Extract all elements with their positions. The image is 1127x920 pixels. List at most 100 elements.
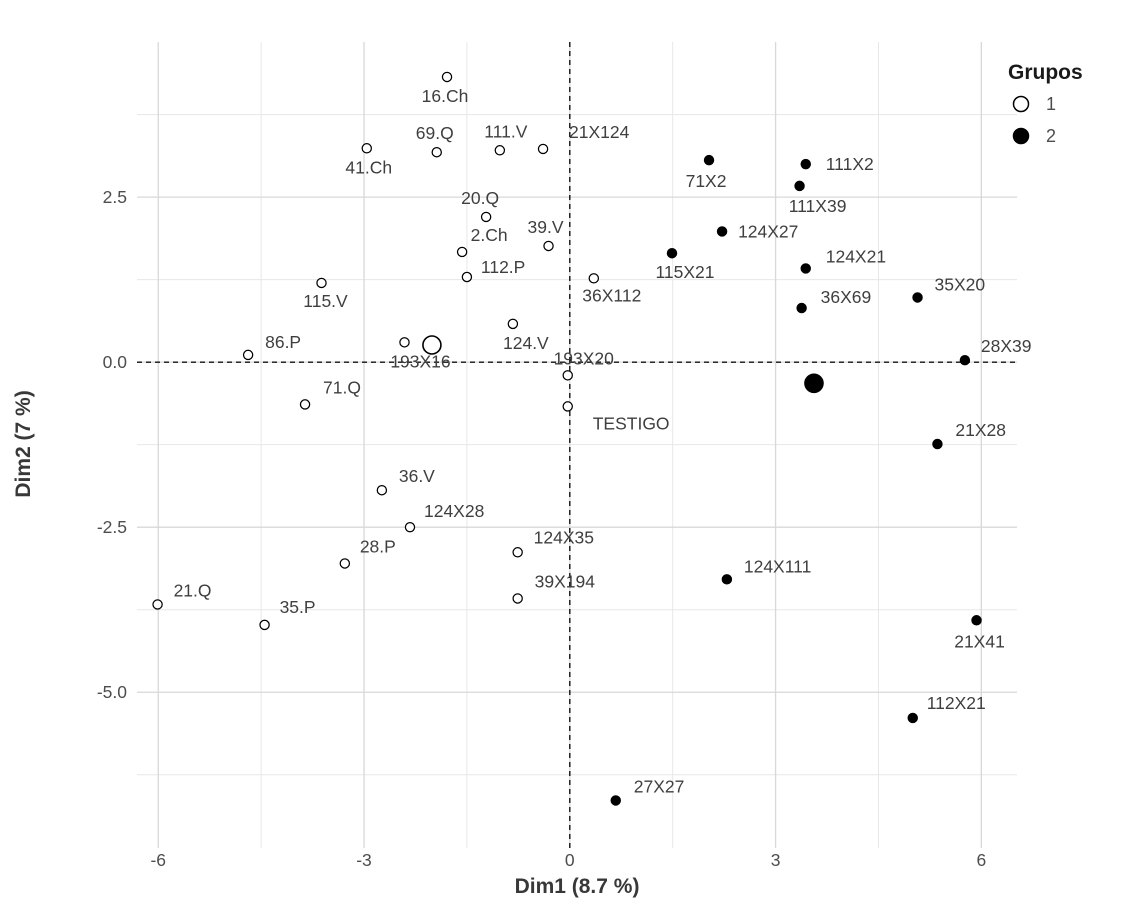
point-label: 36.V [399, 466, 435, 486]
point-labels-layer: 16.Ch 41.Ch 69.Q 111.V 21X124 20.Q 2.Ch 39.V 112… [174, 86, 1032, 796]
point-label: 2.Ch [471, 225, 508, 245]
point-label: 112X21 [927, 693, 986, 713]
data-point [242, 349, 254, 361]
point-label: 124.V [503, 333, 549, 353]
data-point [480, 211, 492, 223]
x-tick-label: 6 [976, 850, 986, 870]
data-point [912, 292, 923, 303]
point-label: 115X21 [655, 262, 714, 282]
grid-layer [137, 42, 1017, 848]
point-label: 27X27 [634, 776, 685, 796]
data-point [971, 615, 982, 626]
data-point [537, 143, 549, 155]
legend-swatch-group2-icon [1012, 127, 1030, 145]
data-point [959, 354, 971, 366]
point-label: 21X41 [954, 631, 1005, 651]
point-label: 124X21 [826, 246, 886, 266]
data-point [800, 158, 811, 170]
x-tick-label: -3 [356, 850, 372, 870]
data-point [800, 263, 811, 274]
point-label: 41.Ch [345, 157, 392, 177]
data-point [932, 438, 943, 450]
data-point [666, 248, 678, 259]
data-point [339, 558, 351, 569]
points-layer [152, 71, 982, 806]
data-point [507, 318, 519, 330]
data-point [399, 337, 410, 348]
data-point [512, 593, 523, 604]
centroid-point [804, 373, 824, 394]
point-label: 20.Q [461, 188, 499, 208]
legend-label-group1: 1 [1046, 94, 1056, 114]
point-label: 21.Q [174, 580, 212, 600]
legend-swatch-group1-icon [1012, 95, 1030, 113]
y-tick-label: -2.5 [97, 517, 127, 537]
data-point [404, 521, 416, 533]
point-label: 111X39 [789, 196, 847, 216]
data-point [543, 240, 554, 252]
point-label: 21X124 [569, 122, 630, 142]
data-point [152, 599, 163, 610]
point-label: 28.P [360, 536, 396, 556]
legend: Grupos 1 2 [1008, 61, 1083, 146]
point-label: 124X28 [424, 501, 484, 521]
data-point [361, 143, 372, 154]
x-axis-title: Dim1 (8.7 %) [515, 875, 640, 898]
point-label: 69.Q [416, 123, 454, 143]
legend-label-group2: 2 [1046, 126, 1056, 146]
point-label: 193X16 [390, 351, 450, 371]
point-label: 71X2 [686, 171, 727, 191]
point-label: 115.V [303, 291, 348, 311]
data-point [494, 145, 506, 156]
point-label: 28X39 [981, 336, 1032, 356]
axis-layer: -6 -3 0 3 6 2.5 0.0 -2.5 -5.0 [97, 187, 986, 870]
data-point [796, 302, 807, 314]
point-label: 35.P [280, 597, 316, 617]
y-tick-label: 0.0 [103, 352, 128, 372]
point-label: 86.P [265, 332, 301, 352]
reference-lines-layer [137, 42, 1017, 848]
point-label: 124X27 [738, 221, 798, 241]
data-point [610, 795, 621, 806]
data-point [376, 484, 388, 496]
data-point [562, 370, 573, 381]
point-label: 36X112 [582, 285, 641, 305]
data-point [431, 147, 442, 158]
x-tick-label: -6 [150, 850, 166, 870]
point-label: 39.V [528, 217, 564, 237]
point-label: 71.Q [323, 377, 361, 397]
x-tick-label: 3 [771, 850, 781, 870]
data-point [512, 547, 523, 558]
y-tick-label: -5.0 [97, 682, 127, 702]
point-label: 39X194 [535, 571, 596, 591]
data-point [299, 399, 311, 410]
data-point [716, 226, 728, 237]
point-label: 16.Ch [422, 86, 469, 106]
point-label: 111.V [484, 121, 527, 141]
data-point [259, 619, 270, 631]
data-point [907, 712, 918, 724]
point-label: 35X20 [935, 274, 986, 294]
data-point [703, 154, 715, 166]
point-label: 36X69 [821, 287, 872, 307]
point-label: 124X35 [534, 527, 594, 547]
data-point [461, 271, 473, 283]
data-point [794, 180, 805, 192]
y-axis-title: Dim2 (7 %) [12, 390, 35, 497]
data-point [316, 277, 327, 289]
y-tick-label: 2.5 [103, 187, 127, 207]
data-point [588, 273, 600, 284]
legend-title: Grupos [1008, 61, 1083, 84]
point-label: 124X111 [744, 556, 811, 576]
point-label: 21X28 [955, 420, 1006, 440]
point-label: 193X20 [554, 348, 615, 368]
data-point [562, 401, 573, 412]
centroid-point [422, 335, 442, 355]
data-point [721, 574, 733, 585]
point-label: 111X2 [826, 154, 874, 174]
data-point [456, 246, 468, 258]
point-label: TESTIGO [593, 413, 670, 433]
x-tick-label: 0 [565, 850, 575, 870]
